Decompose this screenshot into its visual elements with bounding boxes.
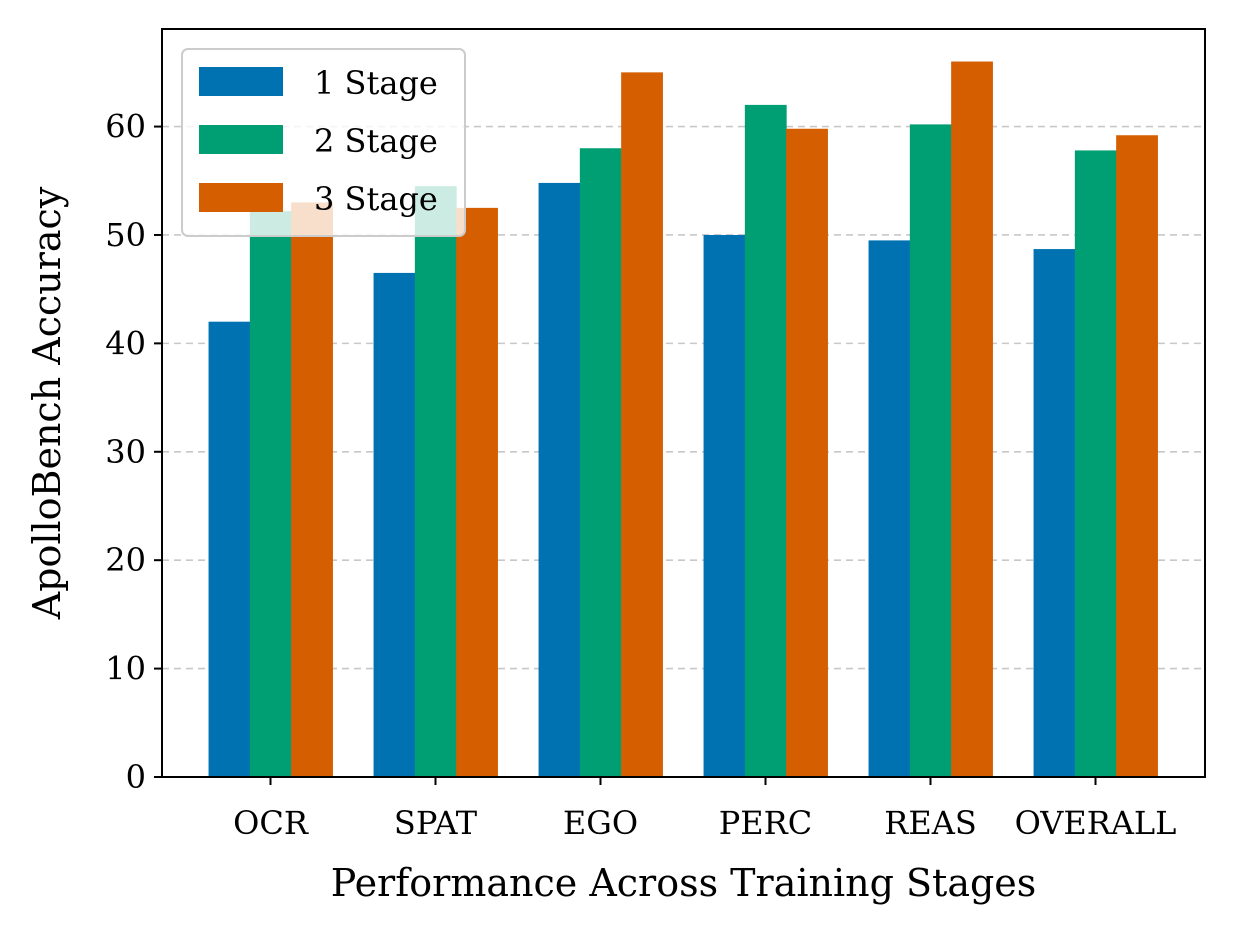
bar-spat-series-1 [373, 272, 416, 777]
bar-ocr-series-2 [249, 211, 292, 778]
bar-spat-series-3 [456, 207, 498, 777]
legend-label-series-1: 1 Stage [314, 64, 438, 102]
bar-perc-series-3 [786, 128, 828, 777]
legend-label-series-2: 2 Stage [314, 122, 438, 160]
x-tick-label-spat: SPAT [394, 804, 478, 842]
x-tick-label-perc: PERC [719, 804, 812, 842]
y-tick-label: 20 [105, 541, 146, 579]
x-tick-label-reas: REAS [884, 804, 976, 842]
bar-overall-series-3 [1116, 135, 1158, 778]
bar-perc-series-2 [744, 104, 787, 778]
legend-swatch-series-1 [199, 67, 283, 96]
bars [208, 61, 1158, 778]
bar-overall-series-1 [1033, 249, 1076, 777]
y-tick-label: 30 [105, 433, 146, 471]
y-tick-label: 60 [105, 108, 146, 146]
bar-perc-series-1 [703, 234, 746, 777]
bar-ocr-series-3 [291, 202, 333, 777]
x-tick-label-ego: EGO [563, 804, 638, 842]
legend-swatch-series-2 [199, 125, 283, 154]
bar-overall-series-2 [1074, 150, 1117, 777]
legend-swatch-series-3 [199, 183, 283, 212]
y-tick-label: 50 [105, 216, 146, 254]
x-tick-label-ocr: OCR [233, 804, 309, 842]
y-axis-ticks: 0 10 20 30 40 50 60 [105, 108, 162, 796]
x-axis-ticks: OCR SPAT EGO PERC REAS OVERALL [233, 777, 1176, 842]
y-tick-label: 40 [105, 324, 146, 362]
bar-reas-series-2 [909, 124, 952, 778]
plot-frame [161, 28, 1206, 778]
bar-ego-series-3 [621, 72, 663, 778]
bar-ego-series-1 [538, 182, 581, 778]
bar-reas-series-3 [951, 61, 993, 778]
bar-ego-series-2 [579, 148, 622, 777]
legend: 1 Stage 2 Stage 3 Stage [181, 48, 466, 237]
bar-reas-series-1 [868, 240, 911, 778]
bar-ocr-series-1 [208, 321, 251, 777]
legend-label-series-3: 3 Stage [314, 180, 438, 218]
bar-spat-series-2 [414, 186, 457, 777]
y-tick-label: 10 [105, 650, 146, 688]
x-axis-label: Performance Across Training Stages [331, 861, 1037, 905]
y-axis-label: ApolloBench Accuracy [25, 186, 69, 620]
y-tick-label: 0 [126, 758, 146, 796]
x-tick-label-overall: OVERALL [1015, 804, 1177, 842]
